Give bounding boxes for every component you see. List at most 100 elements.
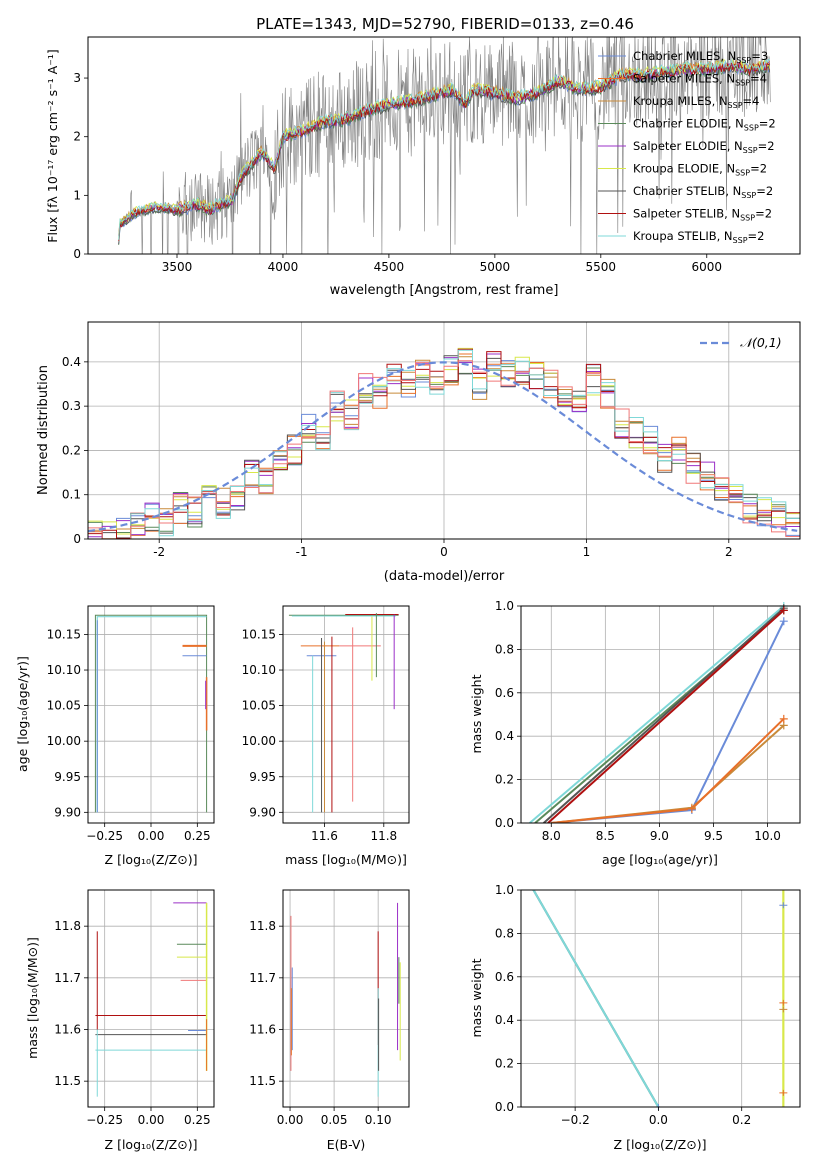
x-tick-label: 0.10 <box>365 1113 392 1127</box>
legend-label: Kroupa STELIB, NSSP=2 <box>633 229 764 245</box>
x-axis-label: wavelength [Angstrom, rest frame] <box>330 283 559 298</box>
x-tick-label: 0 <box>440 545 448 559</box>
axes-frame <box>282 605 410 824</box>
y-tick-label: 9.95 <box>54 770 81 784</box>
y-tick-label: 9.90 <box>54 805 81 819</box>
y-tick-label: 0.3 <box>62 399 81 413</box>
x-tick-label: 0.25 <box>184 1113 211 1127</box>
x-tick-label: 11.6 <box>311 829 338 843</box>
x-tick-label: 0.00 <box>138 829 165 843</box>
plot-area-age-vs-mass <box>288 613 399 813</box>
plot-area-mass-vs-EBV <box>290 902 401 1097</box>
y-tick-label: 3 <box>73 71 81 85</box>
y-tick-label: 10.15 <box>242 627 276 641</box>
y-tick-label: 0.8 <box>495 642 514 656</box>
model-line-8 <box>118 58 770 240</box>
y-axis-label: age [log₁₀(age/yr)] <box>15 656 30 772</box>
y-tick-label: 2 <box>73 130 81 144</box>
weight-marker <box>779 714 788 723</box>
y-tick-label: 0 <box>73 532 81 546</box>
y-tick-label: 0.6 <box>495 970 514 984</box>
plot-area-mass-weight-vs-Z <box>532 890 785 1107</box>
x-tick-label: −0.25 <box>86 829 123 843</box>
x-tick-label: 2 <box>725 545 733 559</box>
y-tick-label: 1.0 <box>495 599 514 613</box>
legend-label: Salpeter STELIB, NSSP=2 <box>633 207 772 223</box>
x-tick-label: 0.05 <box>321 1113 348 1127</box>
weight-marker <box>779 999 788 1006</box>
x-tick-label: −0.2 <box>561 1113 590 1127</box>
legend-label: Kroupa ELODIE, NSSP=2 <box>633 162 767 178</box>
x-axis-label: Z [log₁₀(Z/Z⊙)] <box>614 1137 707 1152</box>
y-tick-label: 10.05 <box>47 699 81 713</box>
x-axis-label: mass [log₁₀(M/M⊙)] <box>285 852 407 867</box>
weight-marker <box>687 804 696 813</box>
axes-frame <box>282 889 410 1108</box>
x-tick-label: 4000 <box>268 260 299 274</box>
plot-area-age-vs-Z <box>94 614 208 813</box>
x-axis-label: Z [log₁₀(Z/Z⊙)] <box>105 1137 198 1152</box>
y-tick-label: 10.00 <box>47 734 81 748</box>
weight-line-0 <box>529 606 785 823</box>
data-spectrum-line <box>118 37 771 254</box>
weight-line-2 <box>543 607 785 823</box>
model-line-7 <box>118 61 770 241</box>
x-axis-label: (data-model)/error <box>384 569 505 584</box>
y-tick-label: 10.10 <box>242 663 276 677</box>
y-tick-label: 11.5 <box>54 1074 81 1088</box>
y-tick-label: 10.05 <box>242 699 276 713</box>
weight-marker <box>779 617 788 626</box>
y-tick-label: 0.2 <box>495 773 514 787</box>
y-tick-label: 11.7 <box>54 971 81 985</box>
y-axis-label: Flux [fλ 10⁻¹⁷ erg cm⁻² s⁻¹ A⁻¹] <box>45 49 60 242</box>
x-tick-label: 5000 <box>480 260 511 274</box>
y-tick-label: 0.6 <box>495 686 514 700</box>
y-axis-label: mass weight <box>469 958 484 1037</box>
x-tick-label: 0.00 <box>138 1113 165 1127</box>
x-tick-label: 10.0 <box>754 829 781 843</box>
y-tick-label: 11.5 <box>249 1074 276 1088</box>
axes-frame <box>520 605 801 824</box>
x-tick-label: 4500 <box>374 260 405 274</box>
y-tick-label: 11.6 <box>249 1023 276 1037</box>
x-tick-label: 8.5 <box>596 829 615 843</box>
y-tick-label: 11.8 <box>54 919 81 933</box>
y-tick-label: 0.0 <box>495 1100 514 1114</box>
y-tick-label: 11.7 <box>249 971 276 985</box>
y-tick-label: 9.95 <box>249 770 276 784</box>
x-tick-label: 9.5 <box>704 829 723 843</box>
x-axis-label: Z [log₁₀(Z/Z⊙)] <box>105 852 198 867</box>
legend-label: 𝒩(0,1) <box>740 335 782 350</box>
x-tick-label: 5500 <box>586 260 617 274</box>
y-tick-label: 0.2 <box>62 443 81 457</box>
y-tick-label: 10.10 <box>47 663 81 677</box>
y-tick-label: 0.2 <box>495 1057 514 1071</box>
legend-label: Chabrier ELODIE, NSSP=2 <box>633 117 776 133</box>
weight-marker <box>779 902 788 909</box>
y-tick-label: 9.90 <box>249 805 276 819</box>
weight-marker <box>779 1089 788 1096</box>
legend-label: Salpeter MILES, NSSP=4 <box>633 72 767 88</box>
x-tick-label: 0.25 <box>184 829 211 843</box>
y-tick-label: 0.4 <box>495 1013 514 1027</box>
x-tick-label: 1 <box>583 545 591 559</box>
y-axis-label: mass weight <box>469 674 484 753</box>
x-tick-label: 0.0 <box>649 1113 668 1127</box>
plot-area-mass-vs-Z <box>95 902 208 1097</box>
y-tick-label: 0 <box>73 247 81 261</box>
weight-marker <box>779 606 788 615</box>
x-tick-label: 3500 <box>162 260 193 274</box>
plot-area-spectrum <box>118 37 771 254</box>
legend-label: Chabrier STELIB, NSSP=2 <box>633 184 773 200</box>
figure-title: PLATE=1343, MJD=52790, FIBERID=0133, z=0… <box>256 15 634 33</box>
y-tick-label: 10.00 <box>242 734 276 748</box>
weight-marker <box>779 1006 788 1013</box>
plot-area-residuals <box>88 347 800 539</box>
y-tick-label: 0.4 <box>495 729 514 743</box>
y-tick-label: 1.0 <box>495 883 514 897</box>
x-tick-label: −0.25 <box>86 1113 123 1127</box>
x-axis-label: age [log₁₀(age/yr)] <box>602 852 718 867</box>
y-tick-label: 11.6 <box>54 1023 81 1037</box>
y-tick-label: 0.0 <box>495 816 514 830</box>
